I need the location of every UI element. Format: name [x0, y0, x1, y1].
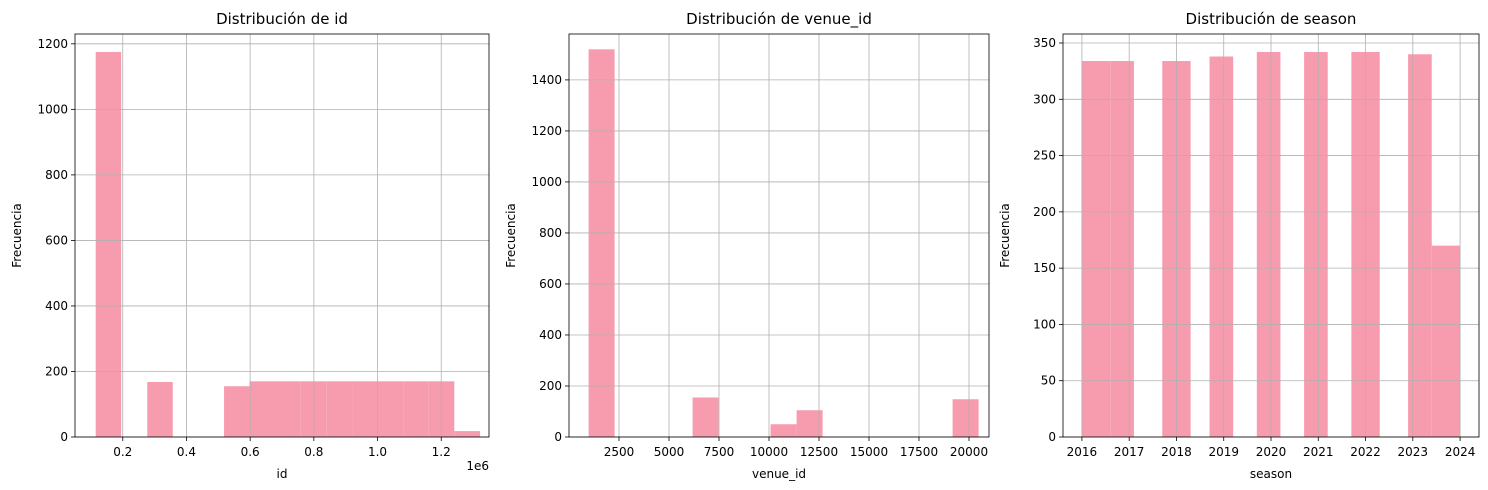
- y-tick-label: 1200: [531, 124, 562, 138]
- x-tick-label: 12500: [800, 445, 838, 459]
- histogram-bar: [95, 52, 122, 437]
- x-tick-label: 2020: [1256, 445, 1287, 459]
- histogram-bar: [1256, 52, 1281, 438]
- y-tick-label: 800: [45, 168, 68, 182]
- histogram-bar: [377, 381, 404, 437]
- y-tick-label: 0: [1048, 430, 1056, 444]
- y-tick-label: 200: [45, 364, 68, 378]
- histogram-bar: [952, 399, 979, 437]
- histogram-bar: [249, 381, 275, 437]
- y-axis-label: Frecuencia: [10, 203, 24, 268]
- histogram-bar: [1408, 54, 1432, 437]
- x-tick-label: 0.2: [113, 445, 132, 459]
- y-tick-label: 150: [1033, 261, 1056, 275]
- x-tick-label: 7500: [704, 445, 735, 459]
- x-tick-label: 17500: [900, 445, 938, 459]
- x-tick-label: 10000: [750, 445, 788, 459]
- histogram-bar: [796, 410, 823, 437]
- y-tick-label: 200: [1033, 205, 1056, 219]
- y-axis-label: Frecuencia: [504, 203, 518, 268]
- x-tick-label: 2016: [1067, 445, 1098, 459]
- x-tick-label: 2500: [604, 445, 635, 459]
- histogram-bar: [1081, 61, 1111, 438]
- y-tick-label: 1200: [37, 37, 68, 51]
- histogram-bar: [454, 431, 481, 437]
- x-tick-label: 1.2: [432, 445, 451, 459]
- y-tick-label: 100: [1033, 317, 1056, 331]
- x-tick-label: 1.0: [368, 445, 387, 459]
- histogram-bar: [1431, 245, 1461, 437]
- y-tick-label: 600: [45, 233, 68, 247]
- x-tick-label: 0.4: [177, 445, 196, 459]
- histogram-bar: [770, 424, 797, 437]
- y-axis-label: Frecuencia: [998, 203, 1012, 268]
- y-tick-label: 0: [60, 430, 68, 444]
- x-tick-label: 2018: [1161, 445, 1192, 459]
- x-tick-label: 2021: [1303, 445, 1334, 459]
- x-tick-label: 0.8: [304, 445, 323, 459]
- chart-title: Distribución de season: [1186, 10, 1357, 28]
- histogram-bar: [588, 49, 615, 437]
- x-tick-label: 2024: [1445, 445, 1476, 459]
- y-tick-label: 400: [539, 328, 562, 342]
- histogram-bar: [274, 381, 301, 437]
- x-tick-label: 2022: [1350, 445, 1381, 459]
- histogram-bar: [326, 381, 353, 437]
- x-axis-label: id: [277, 467, 288, 481]
- histogram-bar: [403, 381, 429, 437]
- axes-frame: [568, 33, 990, 438]
- histogram-bar: [352, 381, 378, 437]
- x-offset-text: 1e6: [466, 459, 489, 473]
- chart-title: Distribución de venue_id: [686, 10, 872, 29]
- x-tick-label: 2017: [1114, 445, 1145, 459]
- histogram-bar: [692, 397, 719, 437]
- x-tick-label: 0.6: [241, 445, 260, 459]
- x-tick-label: 2023: [1398, 445, 1429, 459]
- y-tick-label: 1000: [531, 175, 562, 189]
- axes-frame: [74, 33, 490, 438]
- x-axis-label: season: [1250, 467, 1292, 481]
- y-tick-label: 600: [539, 277, 562, 291]
- y-tick-label: 400: [45, 299, 68, 313]
- y-tick-label: 200: [539, 379, 562, 393]
- histogram-bar: [1304, 52, 1328, 438]
- x-axis-label: venue_id: [752, 467, 806, 481]
- histogram-bar: [224, 386, 250, 437]
- y-tick-label: 800: [539, 226, 562, 240]
- chart-title: Distribución de id: [216, 10, 348, 28]
- x-tick-label: 5000: [654, 445, 685, 459]
- y-tick-label: 50: [1041, 374, 1056, 388]
- y-tick-label: 1000: [37, 102, 68, 116]
- y-tick-label: 250: [1033, 149, 1056, 163]
- y-tick-label: 1400: [531, 73, 562, 87]
- y-tick-label: 350: [1033, 36, 1056, 50]
- x-tick-label: 15000: [850, 445, 888, 459]
- histogram-bar: [147, 381, 173, 437]
- y-tick-label: 0: [554, 430, 562, 444]
- histogram-bar: [1209, 56, 1234, 437]
- histogram-bar: [1110, 61, 1134, 438]
- x-tick-label: 2019: [1208, 445, 1239, 459]
- y-tick-label: 300: [1033, 92, 1056, 106]
- x-tick-label: 20000: [950, 445, 988, 459]
